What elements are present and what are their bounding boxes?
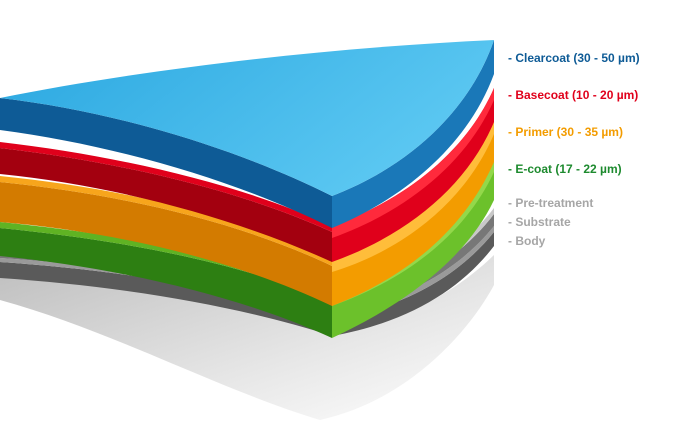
label-ecoat: - E-coat (17 - 22 µm) xyxy=(508,162,622,176)
label-substrate: - Substrate xyxy=(508,215,571,229)
substrate-layer xyxy=(0,226,494,336)
label-body: - Body xyxy=(508,234,546,248)
label-basecoat: - Basecoat (10 - 20 µm) xyxy=(508,88,639,102)
label-primer: - Primer (30 - 35 µm) xyxy=(508,125,623,139)
clearcoat-layer xyxy=(0,40,494,228)
body-layer xyxy=(0,255,494,420)
label-pretreatment: - Pre-treatment xyxy=(508,196,594,210)
primer-layer xyxy=(0,120,494,306)
label-clearcoat: - Clearcoat (30 - 50 µm) xyxy=(508,51,640,65)
basecoat-layer xyxy=(0,88,494,262)
